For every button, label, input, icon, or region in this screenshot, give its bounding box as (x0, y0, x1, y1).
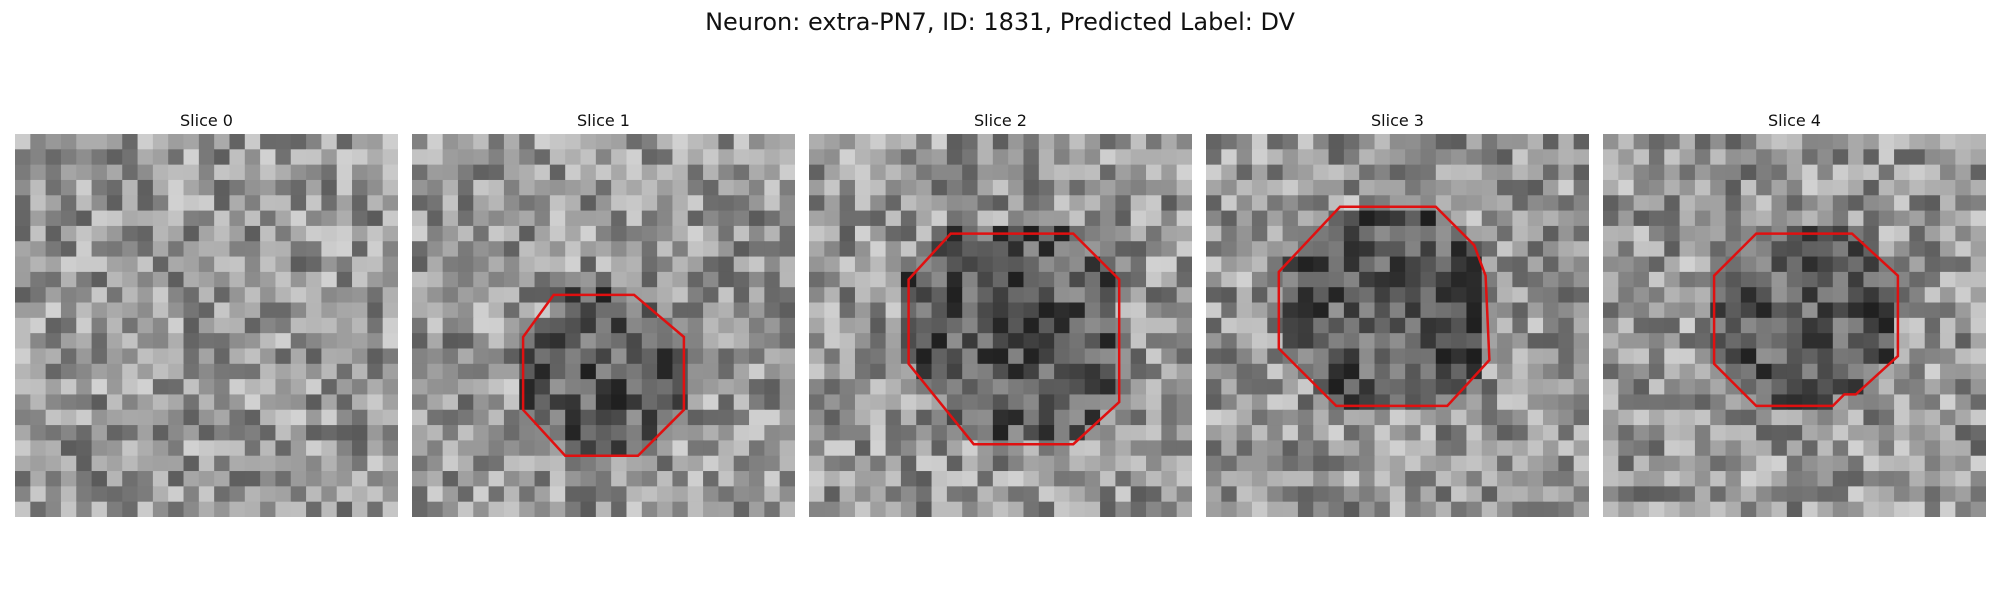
slice-panel-4: Slice 4 (1603, 110, 1986, 517)
slice-title: Slice 2 (974, 111, 1027, 130)
slice-panel-1: Slice 1 (412, 110, 795, 517)
slice-title: Slice 1 (577, 111, 630, 130)
slice-image-2 (809, 134, 1192, 517)
slice-title: Slice 3 (1371, 111, 1424, 130)
contour-outline (1277, 205, 1491, 408)
contour-outline (1712, 232, 1900, 408)
figure-title: Neuron: extra-PN7, ID: 1831, Predicted L… (705, 8, 1295, 36)
slice-panel-3: Slice 3 (1206, 110, 1589, 517)
contour-outline (907, 232, 1121, 446)
slice-image-3 (1206, 134, 1589, 517)
slice-panel-2: Slice 2 (809, 110, 1192, 517)
slice-image-1 (412, 134, 795, 517)
slice-title: Slice 4 (1768, 111, 1821, 130)
slice-panel-0: Slice 0 (15, 110, 398, 517)
contour-outline (521, 293, 686, 457)
slice-title: Slice 0 (180, 111, 233, 130)
slice-image-0 (15, 134, 398, 517)
slice-image-4 (1603, 134, 1986, 517)
